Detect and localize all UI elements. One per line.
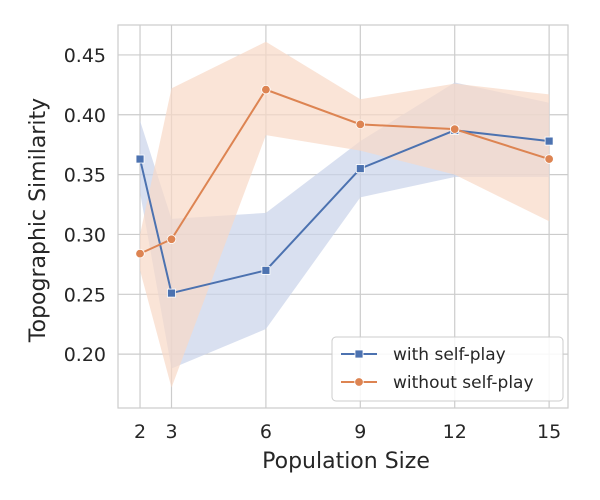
data-point-without-self-play <box>355 119 366 130</box>
legend-marker-with-self-play <box>354 349 364 359</box>
y-axis-label: Topographic Similarity <box>26 98 51 343</box>
y-tick-labels: 0.20 0.25 0.30 0.35 0.40 0.45 <box>64 45 106 366</box>
x-tick-label: 2 <box>134 421 146 443</box>
y-tick-label: 0.40 <box>64 105 106 127</box>
plot-frame <box>117 24 569 409</box>
y-tick-label: 0.25 <box>64 284 106 306</box>
data-point-with-self-play <box>355 164 365 174</box>
data-point-with-self-play <box>135 154 145 164</box>
series-markers <box>135 84 554 298</box>
x-axis-label: Population Size <box>262 449 430 474</box>
data-point-with-self-play <box>261 265 271 275</box>
legend-marker-without-self-play <box>354 377 364 387</box>
series-line-without-self-play <box>139 88 550 255</box>
legend: with self-play without self-play <box>331 336 564 402</box>
legend-box <box>331 336 564 402</box>
data-point-with-self-play <box>167 288 176 298</box>
y-tick-label: 0.45 <box>64 45 106 67</box>
series-line-with-self-play <box>139 129 550 295</box>
legend-label-with-self-play: with self-play <box>393 345 506 365</box>
series-lines <box>139 88 550 295</box>
y-tick-label: 0.35 <box>64 165 106 187</box>
legend-label-without-self-play: without self-play <box>393 373 534 393</box>
x-tick-labels: 2 3 6 9 12 15 <box>134 421 561 443</box>
data-point-without-self-play <box>261 84 271 95</box>
x-tick-label: 3 <box>165 421 177 443</box>
y-tick-label: 0.30 <box>64 224 106 246</box>
x-tick-label: 6 <box>260 421 272 443</box>
x-tick-label: 9 <box>354 421 366 443</box>
x-tick-label: 12 <box>443 421 467 443</box>
data-point-without-self-play <box>450 124 460 134</box>
data-point-with-self-play <box>544 136 554 146</box>
data-point-without-self-play <box>166 234 177 244</box>
x-tick-label: 15 <box>537 421 561 443</box>
data-point-without-self-play <box>544 154 554 164</box>
y-tick-label: 0.20 <box>64 344 106 366</box>
data-point-without-self-play <box>135 248 145 259</box>
